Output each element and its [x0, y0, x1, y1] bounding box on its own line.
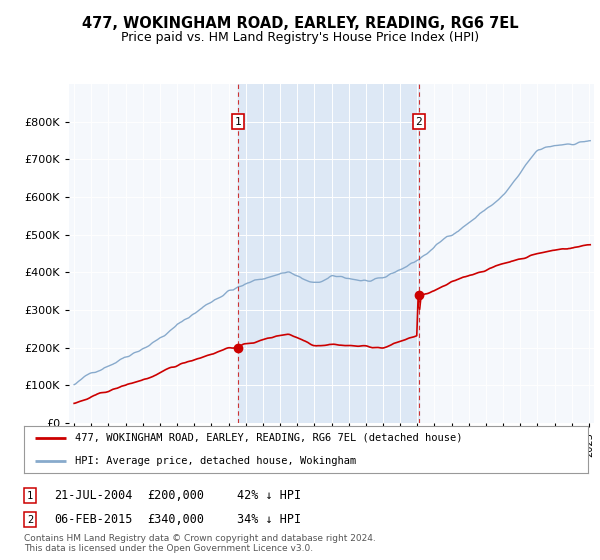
- Bar: [238, 84, 419, 423]
- Text: 477, WOKINGHAM ROAD, EARLEY, READING, RG6 7EL: 477, WOKINGHAM ROAD, EARLEY, READING, RG…: [82, 16, 518, 31]
- Text: £200,000: £200,000: [147, 489, 204, 502]
- Text: 2: 2: [27, 515, 33, 525]
- Text: 06-FEB-2015: 06-FEB-2015: [54, 513, 133, 526]
- Text: £340,000: £340,000: [147, 513, 204, 526]
- Text: 1: 1: [27, 491, 33, 501]
- Text: 42% ↓ HPI: 42% ↓ HPI: [237, 489, 301, 502]
- Text: 34% ↓ HPI: 34% ↓ HPI: [237, 513, 301, 526]
- Text: 477, WOKINGHAM ROAD, EARLEY, READING, RG6 7EL (detached house): 477, WOKINGHAM ROAD, EARLEY, READING, RG…: [75, 432, 462, 442]
- Text: 2: 2: [415, 116, 422, 127]
- Text: 21-JUL-2004: 21-JUL-2004: [54, 489, 133, 502]
- Text: 1: 1: [235, 116, 241, 127]
- Text: Contains HM Land Registry data © Crown copyright and database right 2024.
This d: Contains HM Land Registry data © Crown c…: [24, 534, 376, 553]
- Text: Price paid vs. HM Land Registry's House Price Index (HPI): Price paid vs. HM Land Registry's House …: [121, 31, 479, 44]
- Text: HPI: Average price, detached house, Wokingham: HPI: Average price, detached house, Woki…: [75, 456, 356, 466]
